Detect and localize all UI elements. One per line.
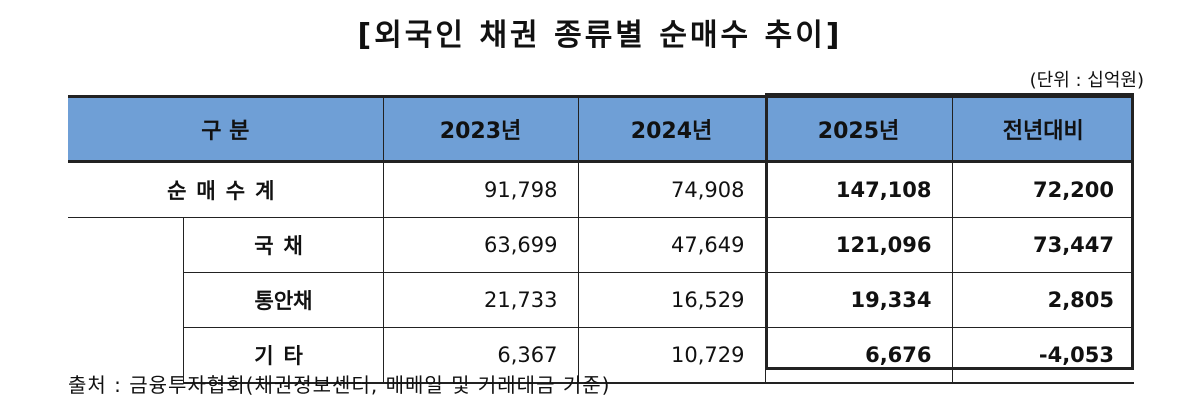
unit-label: (단위 : 십억원) xyxy=(1029,70,1144,91)
cell-value: 2,805 xyxy=(951,272,1135,328)
cell-value: 147,108 xyxy=(764,161,953,218)
table-row: 순매수계 91,798 74,908 147,108 72,200 xyxy=(68,161,1135,218)
cell-value: 91,798 xyxy=(382,161,579,218)
cell-value: 121,096 xyxy=(764,217,953,273)
indent-spacer xyxy=(68,327,184,383)
header-2023: 2023년 xyxy=(382,95,579,163)
table-title: [외국인 채권 종류별 순매수 추이] xyxy=(357,18,843,53)
row-label-total: 순매수계 xyxy=(68,161,384,218)
cell-value: 72,200 xyxy=(951,161,1135,218)
cell-value: -4,053 xyxy=(951,327,1135,384)
cell-value: 47,649 xyxy=(577,217,766,273)
indent-spacer xyxy=(68,217,184,273)
table-row: 국채 63,699 47,649 121,096 73,447 xyxy=(68,217,1135,273)
cell-value: 6,676 xyxy=(764,327,953,384)
cell-value: 16,529 xyxy=(577,272,766,328)
cell-value: 21,733 xyxy=(382,272,579,328)
header-row: 구 분 2023년 2024년 2025년 전년대비 xyxy=(68,95,1135,163)
header-2024: 2024년 xyxy=(577,95,766,163)
cell-value: 19,334 xyxy=(764,272,953,328)
row-label-treasury: 국채 xyxy=(182,217,384,273)
source-note: 출처 : 금융투자협회(채권정보센터, 매매일 및 거래대금 기준) xyxy=(68,373,611,397)
row-label-other: 기타 xyxy=(182,327,384,384)
row-label-msb: 통안채 xyxy=(182,272,384,328)
table-row: 기타 6,367 10,729 6,676 -4,053 xyxy=(68,327,1135,384)
indent-spacer xyxy=(68,272,184,328)
table-row: 통안채 21,733 16,529 19,334 2,805 xyxy=(68,272,1135,328)
cell-value: 73,447 xyxy=(951,217,1135,273)
net-purchase-table: 구 분 2023년 2024년 2025년 전년대비 순매수계 91,798 7… xyxy=(68,95,1135,384)
header-category: 구 분 xyxy=(68,95,384,163)
cell-value: 63,699 xyxy=(382,217,579,273)
cell-value: 6,367 xyxy=(382,327,579,384)
header-yoy: 전년대비 xyxy=(951,95,1135,163)
cell-value: 74,908 xyxy=(577,161,766,218)
header-2025: 2025년 xyxy=(764,95,953,163)
